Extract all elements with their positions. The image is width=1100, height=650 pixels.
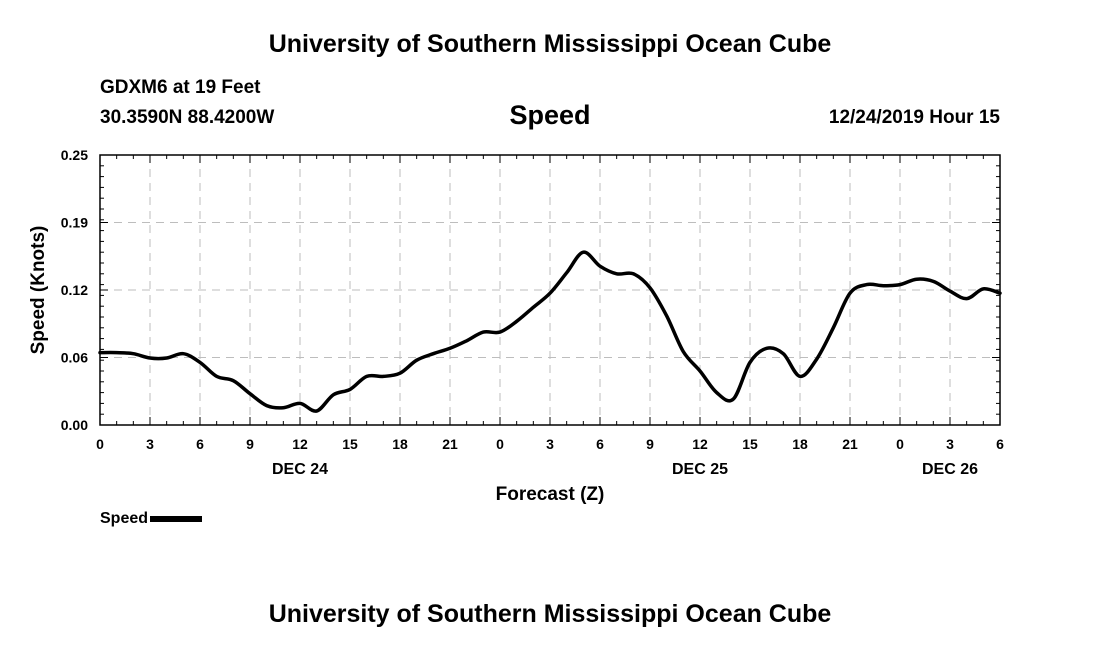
x-tick-label: 0 xyxy=(896,436,904,452)
x-tick-label: 18 xyxy=(792,436,808,452)
station-label: GDXM6 at 19 Feet xyxy=(100,77,261,98)
y-axis-title: Speed (Knots) xyxy=(28,226,49,355)
x-tick-label: 6 xyxy=(196,436,204,452)
legend: Speed xyxy=(100,510,203,528)
x-tick-label: 18 xyxy=(392,436,408,452)
x-tick-label: 3 xyxy=(946,436,954,452)
x-tick-label: 3 xyxy=(546,436,554,452)
legend-swatch xyxy=(150,516,203,522)
plot-title: Speed xyxy=(509,100,591,130)
x-tick-label: 0 xyxy=(496,436,504,452)
x-tick-label: 9 xyxy=(646,436,654,452)
x-tick-label: 21 xyxy=(842,436,858,452)
top-title: University of Southern Mississippi Ocean… xyxy=(268,30,832,58)
x-tick-label: 12 xyxy=(292,436,308,452)
x-tick-label: 3 xyxy=(146,436,154,452)
y-tick-label: 0.00 xyxy=(61,417,88,433)
day-label: DEC 26 xyxy=(922,461,978,478)
x-tick-label: 9 xyxy=(246,436,254,452)
y-tick-label: 0.06 xyxy=(61,350,88,366)
x-tick-label: 15 xyxy=(342,436,358,452)
axis-ticks xyxy=(99,154,1001,426)
x-tick-label: 21 xyxy=(442,436,458,452)
axis-labels: 0 3 6 9 12 15 18 21 0 3 6 9 12 15 18 21 0 3 6 0.00 0.06 0.12 0… xyxy=(61,147,1004,478)
legend-label: Speed xyxy=(100,510,149,527)
y-tick-label: 0.25 xyxy=(61,147,88,163)
x-axis-title: Forecast (Z) xyxy=(496,484,605,505)
x-tick-label: 12 xyxy=(692,436,708,452)
grid xyxy=(100,155,1000,425)
y-tick-label: 0.12 xyxy=(61,282,88,298)
bottom-title: University of Southern Mississippi Ocean… xyxy=(268,600,832,628)
day-label: DEC 24 xyxy=(272,461,328,478)
x-tick-label: 6 xyxy=(996,436,1004,452)
x-tick-label: 15 xyxy=(742,436,758,452)
series-line-speed xyxy=(98,250,1002,413)
datetime-label: 12/24/2019 Hour 15 xyxy=(828,107,1000,128)
y-tick-label: 0.19 xyxy=(61,215,88,231)
coordinates-label: 30.3590N 88.4200W xyxy=(100,107,275,128)
day-label: DEC 25 xyxy=(672,461,728,478)
x-tick-label: 6 xyxy=(596,436,604,452)
x-tick-label: 0 xyxy=(96,436,104,452)
